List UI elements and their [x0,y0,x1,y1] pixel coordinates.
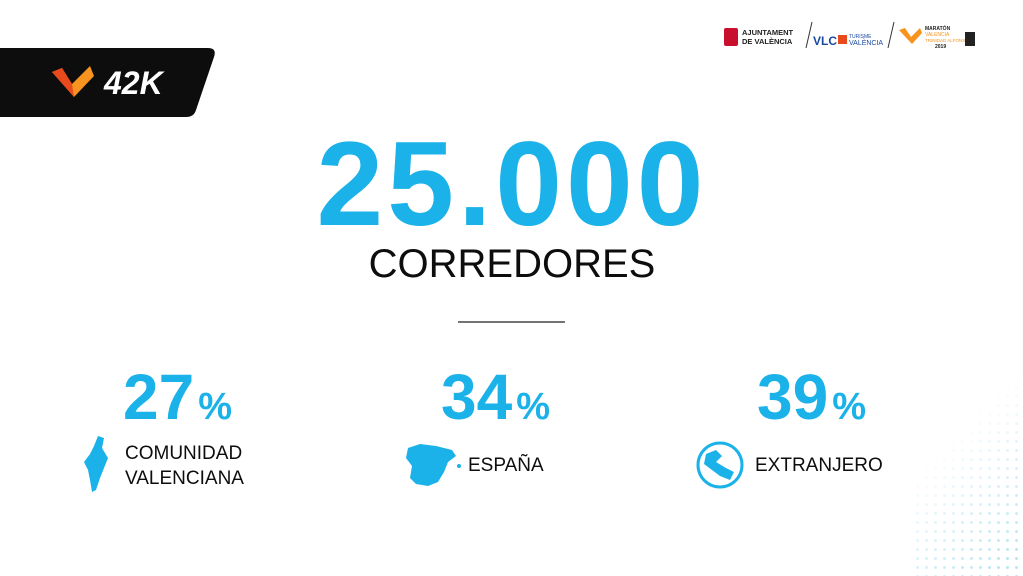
logo-text: AJUNTAMENT [742,28,794,37]
stat-value: 39% [757,361,866,433]
globe-continents [704,450,734,480]
vlc-square [838,35,847,44]
ajuntament-crest [724,28,738,46]
islands-icon [457,464,461,468]
badge-label: 42K [103,65,166,101]
badge-icon-shade [52,68,74,97]
badge-background [0,48,215,117]
logo-divider [805,21,813,49]
logo-text: VLC [813,34,837,48]
logo-text: TRINIDAD ALFONSO [925,38,969,43]
logo-text: TURISME [849,34,872,40]
spain-map-icon [406,444,456,486]
stat-label: ESPAÑA [468,454,544,476]
globe-icon [696,441,744,489]
logo-divider [887,21,895,49]
logo-text: 2019 [935,44,946,50]
dot-pattern [913,356,1023,576]
logo-text: VALENCIA [925,32,950,38]
headline-number: 25.000 [316,117,707,251]
stat-value: 34% [441,361,550,433]
stat-label: COMUNIDAD [125,443,242,464]
valencia-map-icon [84,436,108,492]
headline-label: CORREDORES [369,242,656,286]
stat-label: VALENCIANA [125,468,244,489]
stat-label: EXTRANJERO [755,455,883,476]
logo-text: MARATÓN [925,24,951,32]
logo-text: VALÈNCIA [849,38,883,47]
stat-value: 27% [123,361,232,433]
maraton-badge [965,32,975,46]
logo-text: DE VALÈNCIA [742,37,793,46]
maraton-icon [899,28,922,44]
